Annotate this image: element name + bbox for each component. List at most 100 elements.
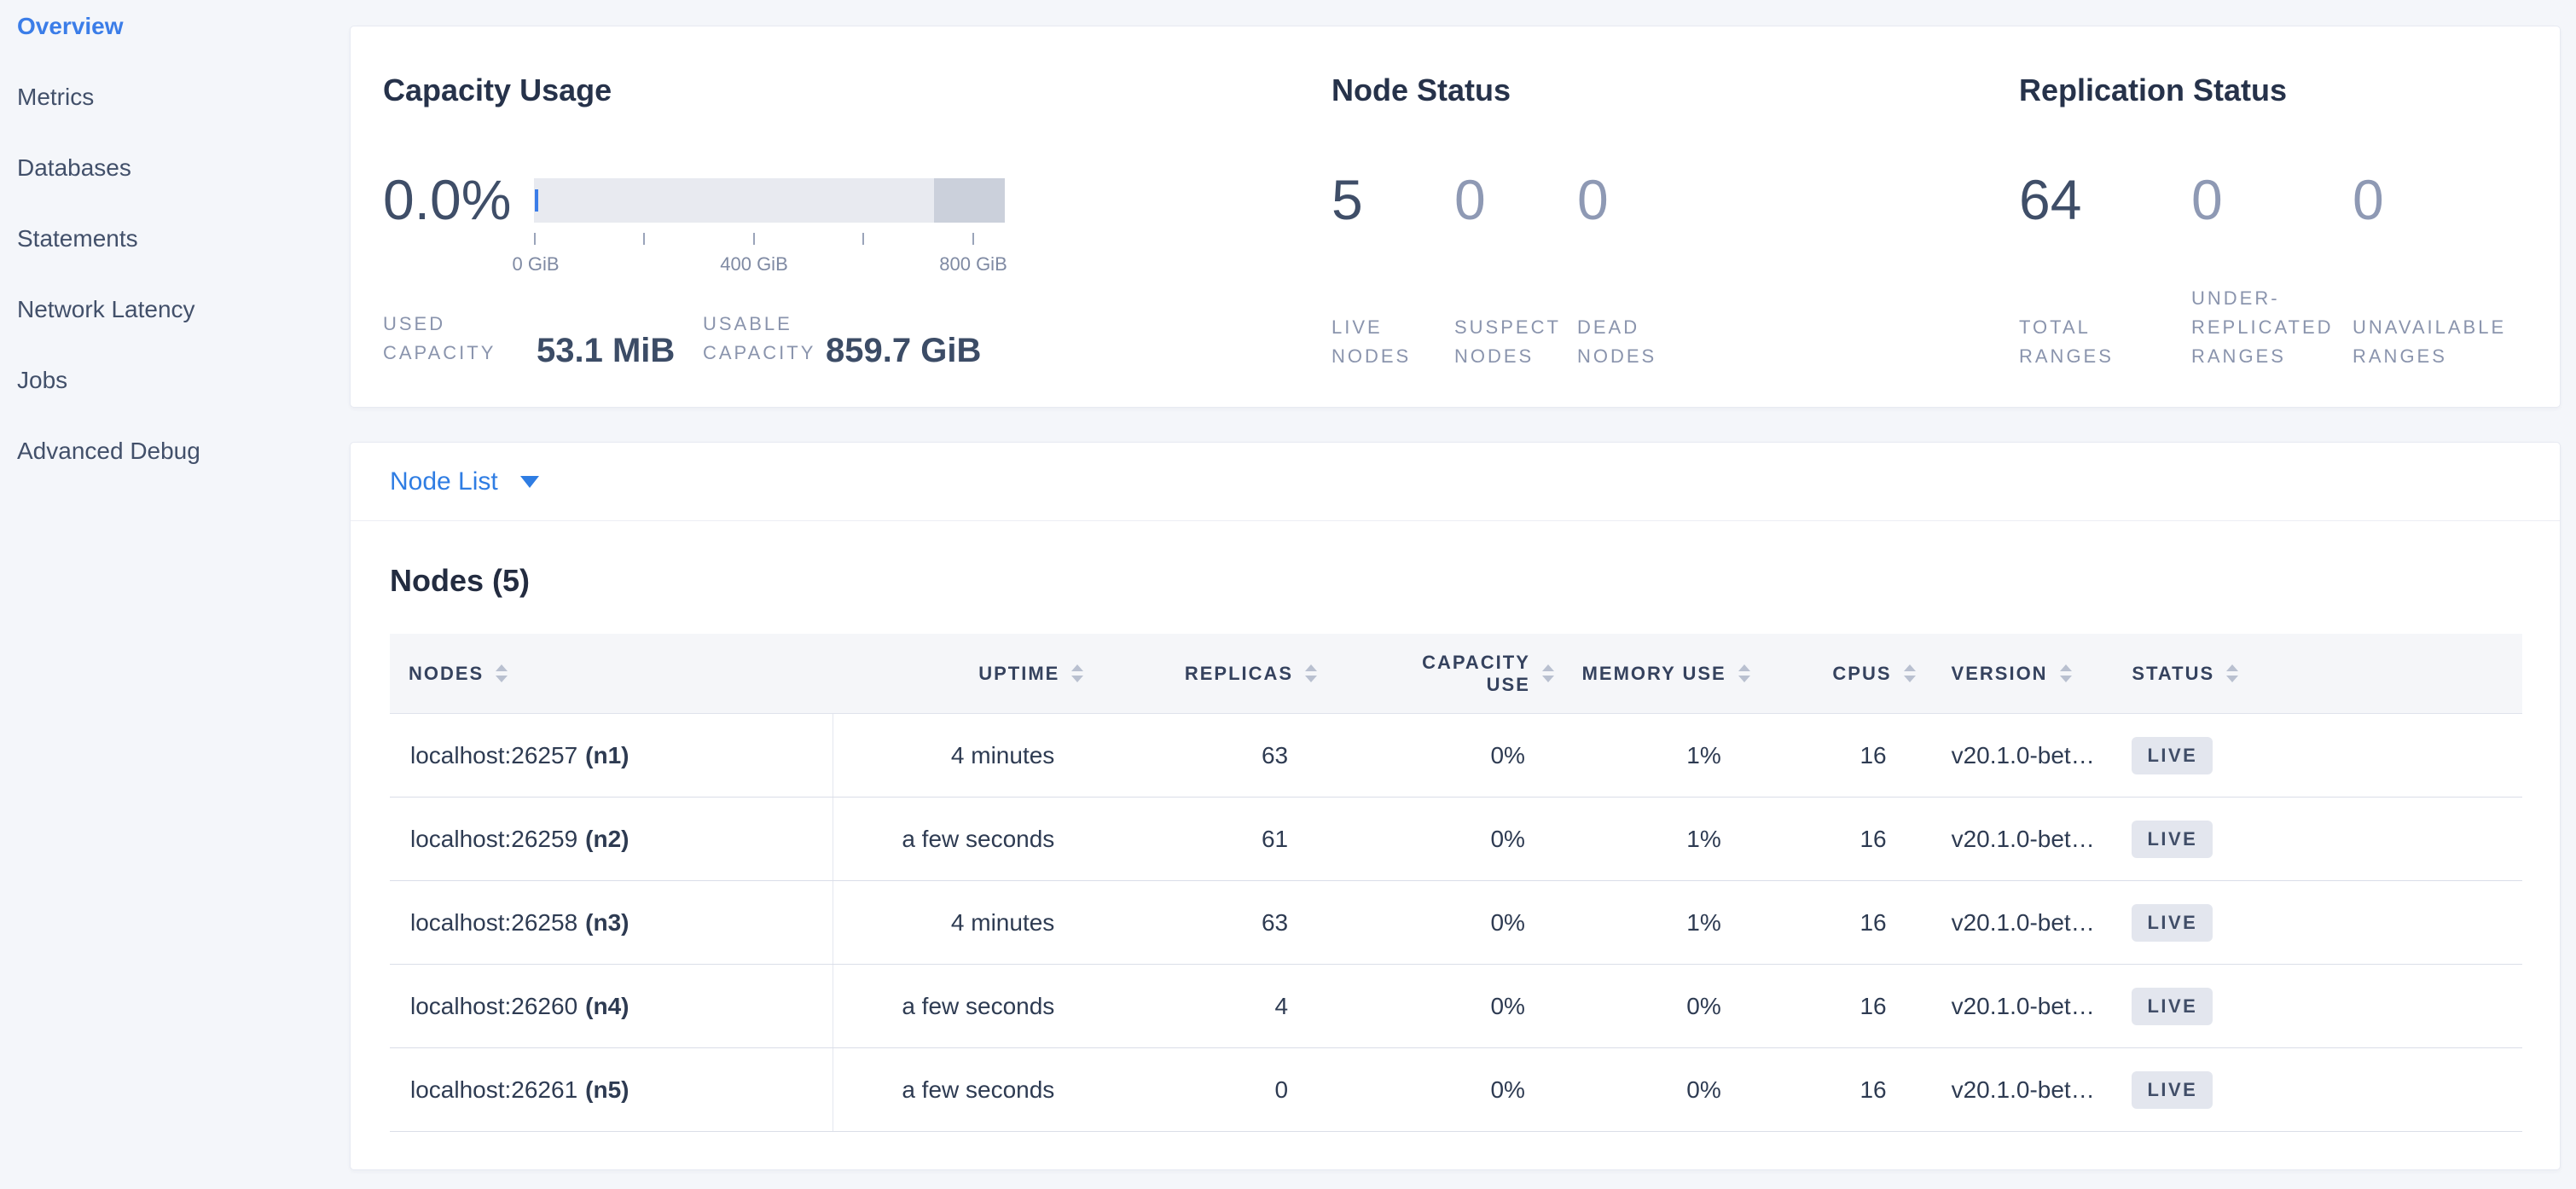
node-id: (n5) — [585, 1076, 629, 1103]
node-id: (n2) — [585, 825, 629, 852]
replicas-cell: 0 — [1274, 1076, 1289, 1103]
table-row-node-1[interactable]: localhost:26257 (n1) 4 minutes 63 0% 1% 1… — [390, 714, 2522, 798]
cpus-cell: 16 — [1859, 825, 1887, 852]
capacity-use-cell: 0% — [1490, 992, 1525, 1019]
status-badge: LIVE — [2132, 736, 2213, 774]
node-address[interactable]: localhost:26257 — [410, 741, 578, 768]
version-cell: v20.1.0-bet… — [1951, 1076, 2095, 1103]
status-badge: LIVE — [2132, 820, 2213, 858]
sidebar: Overview Metrics Databases Statements Ne… — [0, 0, 350, 486]
replicas-cell: 63 — [1261, 741, 1289, 768]
node-list-dropdown[interactable]: Node List — [390, 467, 539, 496]
uptime-cell: 4 minutes — [950, 908, 1055, 936]
node-list-dropdown-label: Node List — [390, 467, 498, 496]
chevron-down-icon — [519, 475, 539, 488]
node-address[interactable]: localhost:26259 — [410, 825, 578, 852]
cluster-summary-card: Capacity Usage 0.0% 0 GiB 400 GiB 800 Gi… — [350, 26, 2561, 408]
capacity-bar-other-segment — [934, 178, 1005, 223]
table-row-node-3[interactable]: localhost:26258 (n3) 4 minutes 63 0% 1% 1… — [390, 881, 2522, 965]
capacity-bar-used-indicator — [535, 189, 538, 212]
axis-tick-label: 400 GiB — [720, 253, 788, 275]
cpus-cell: 16 — [1859, 908, 1887, 936]
unavailable-ranges-value: 0 — [2353, 168, 2384, 231]
table-row-node-5[interactable]: localhost:26261 (n5) a few seconds 0 0% 0… — [390, 1048, 2522, 1132]
suspect-nodes-label: SUSPECT NODES — [1454, 316, 1561, 367]
sidebar-item-overview[interactable]: Overview — [17, 13, 124, 39]
main-content: Capacity Usage 0.0% 0 GiB 400 GiB 800 Gi… — [350, 0, 2561, 1170]
sort-icon — [1903, 664, 1916, 682]
sort-icon — [2226, 664, 2239, 682]
version-cell: v20.1.0-bet… — [1951, 825, 2095, 852]
sort-icon — [2059, 664, 2072, 682]
node-status-title: Node Status — [1332, 72, 1511, 107]
sort-icon — [1071, 664, 1084, 682]
dead-nodes-label: DEAD NODES — [1577, 316, 1657, 367]
uptime-cell: a few seconds — [902, 992, 1055, 1019]
node-address[interactable]: localhost:26260 — [410, 992, 578, 1019]
replication-status-title: Replication Status — [2019, 72, 2288, 107]
sidebar-item-statements[interactable]: Statements — [17, 225, 138, 252]
status-badge: LIVE — [2132, 987, 2213, 1025]
sort-icon — [1738, 664, 1750, 682]
capacity-bar-track — [534, 178, 1005, 223]
node-list-card: Node List Nodes (5) NODES UPTIME REPLICA… — [350, 442, 2561, 1170]
sidebar-item-network-latency[interactable]: Network Latency — [17, 296, 195, 322]
column-header-replicas[interactable]: REPLICAS — [1097, 634, 1331, 713]
column-header-status[interactable]: STATUS — [2109, 634, 2522, 713]
memory-use-cell: 1% — [1686, 908, 1721, 936]
table-row-node-4[interactable]: localhost:26260 (n4) a few seconds 4 0% 0… — [390, 965, 2522, 1048]
column-header-nodes[interactable]: NODES — [390, 634, 833, 713]
used-capacity-value: 53.1 MiB — [537, 332, 676, 369]
sidebar-item-jobs[interactable]: Jobs — [17, 367, 68, 393]
cpus-cell: 16 — [1859, 741, 1887, 768]
axis-tick-label: 0 GiB — [512, 253, 560, 275]
capacity-use-cell: 0% — [1490, 825, 1525, 852]
axis-tick — [534, 233, 536, 245]
node-id: (n1) — [585, 741, 629, 768]
unavailable-ranges-stat: 0 UNAVAILABLE RANGES — [2353, 168, 2527, 371]
memory-use-cell: 0% — [1686, 1076, 1721, 1103]
sidebar-item-advanced-debug[interactable]: Advanced Debug — [17, 438, 200, 464]
uptime-cell: a few seconds — [902, 1076, 1055, 1103]
version-cell: v20.1.0-bet… — [1951, 908, 2095, 936]
sidebar-item-metrics[interactable]: Metrics — [17, 84, 95, 110]
node-address[interactable]: localhost:26261 — [410, 1076, 578, 1103]
uptime-cell: a few seconds — [902, 825, 1055, 852]
axis-tick-label: 800 GiB — [939, 253, 1007, 275]
memory-use-cell: 1% — [1686, 825, 1721, 852]
usable-capacity-label: USABLE CAPACITY — [703, 313, 816, 363]
replicas-cell: 4 — [1274, 992, 1289, 1019]
sidebar-item-databases[interactable]: Databases — [17, 154, 131, 181]
column-header-capacity-use[interactable]: CAPACITY USE — [1331, 634, 1568, 713]
column-header-memory-use[interactable]: MEMORY USE — [1568, 634, 1764, 713]
capacity-use-cell: 0% — [1490, 1076, 1525, 1103]
replicas-cell: 61 — [1261, 825, 1289, 852]
status-badge: LIVE — [2132, 903, 2213, 942]
cpus-cell: 16 — [1859, 992, 1887, 1019]
live-nodes-label: LIVE NODES — [1332, 316, 1412, 367]
total-ranges-stat: 64 TOTAL RANGES — [2019, 168, 2121, 371]
sort-icon — [1541, 664, 1554, 682]
version-cell: v20.1.0-bet… — [1951, 741, 2095, 768]
uptime-cell: 4 minutes — [950, 741, 1055, 768]
column-header-cpus[interactable]: CPUS — [1764, 634, 1929, 713]
cpus-cell: 16 — [1859, 1076, 1887, 1103]
suspect-nodes-stat: 0 SUSPECT NODES — [1454, 171, 1565, 371]
under-replicated-ranges-label: UNDER-REPLICATED RANGES — [2191, 287, 2334, 367]
axis-tick — [643, 233, 645, 245]
table-row-node-2[interactable]: localhost:26259 (n2) a few seconds 61 0% … — [390, 798, 2522, 881]
replicas-cell: 63 — [1261, 908, 1289, 936]
memory-use-cell: 1% — [1686, 741, 1721, 768]
axis-tick — [972, 233, 974, 245]
node-list-dropdown-row: Node List — [351, 443, 2560, 521]
node-id: (n4) — [585, 992, 629, 1019]
column-header-uptime[interactable]: UPTIME — [833, 634, 1098, 713]
capacity-use-cell: 0% — [1490, 741, 1525, 768]
version-cell: v20.1.0-bet… — [1951, 992, 2095, 1019]
column-header-version[interactable]: VERSION — [1929, 634, 2110, 713]
node-address[interactable]: localhost:26258 — [410, 908, 578, 936]
under-replicated-ranges-value: 0 — [2191, 168, 2223, 231]
usable-capacity-stat: USABLE CAPACITY 859.7 GiB — [703, 310, 981, 369]
dead-nodes-value: 0 — [1577, 168, 1609, 231]
total-ranges-value: 64 — [2019, 168, 2082, 231]
